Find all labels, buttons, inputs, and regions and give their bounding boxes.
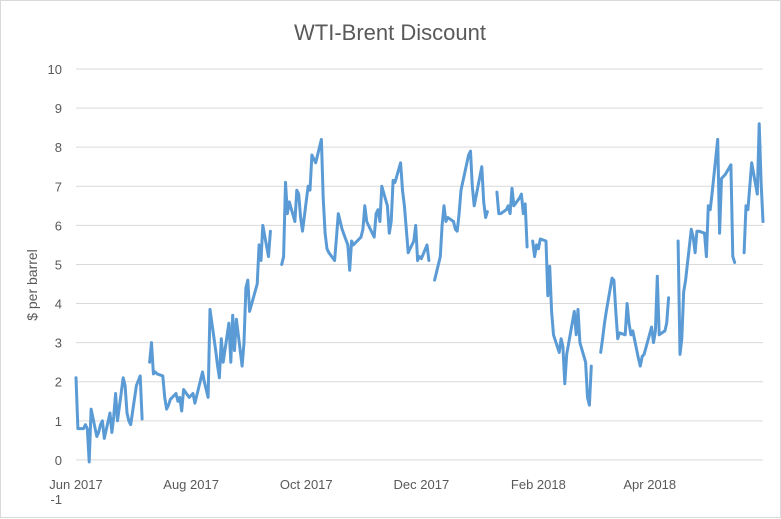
- y-tick-label: 9: [55, 101, 62, 116]
- y-tick-label: 0: [55, 453, 62, 468]
- x-tick-label: Apr 2018: [623, 477, 676, 492]
- y-tick-label: 6: [55, 218, 62, 233]
- series-line-segment: [433, 149, 489, 282]
- x-tick-label: Jun 2017: [49, 477, 103, 492]
- y-tick-label: 10: [48, 62, 62, 77]
- y-tick-label: 4: [55, 297, 62, 312]
- series-line-segment: [495, 186, 529, 249]
- y-tick-label: -1: [50, 492, 62, 507]
- series-line-segment: [531, 237, 593, 407]
- gridlines: [76, 68, 763, 461]
- y-tick-label: 5: [55, 257, 62, 272]
- y-tick-label: 8: [55, 140, 62, 155]
- series-line-segment: [599, 274, 671, 368]
- x-tick-label: Feb 2018: [511, 477, 566, 492]
- y-tick-label: 1: [55, 414, 62, 429]
- y-tick-label: 7: [55, 179, 62, 194]
- x-tick-label: Aug 2017: [163, 477, 219, 492]
- chart-title: WTI-Brent Discount: [294, 20, 486, 45]
- x-tick-labels: Jun 2017 Aug 2017 Oct 2017 Dec 2017 Feb 2018…: [49, 477, 676, 492]
- series-line-segment: [676, 137, 737, 356]
- y-tick-label: 3: [55, 336, 62, 351]
- series-wti-brent: [74, 122, 765, 464]
- series-line-segment: [742, 122, 765, 255]
- x-tick-label: Dec 2017: [394, 477, 450, 492]
- series-line-segment: [148, 223, 272, 413]
- series-line-segment: [74, 374, 144, 464]
- y-axis-label: $ per barrel: [24, 249, 40, 321]
- x-tick-label: Oct 2017: [280, 477, 333, 492]
- series-line-segment: [280, 137, 431, 272]
- y-tick-label: 2: [55, 375, 62, 390]
